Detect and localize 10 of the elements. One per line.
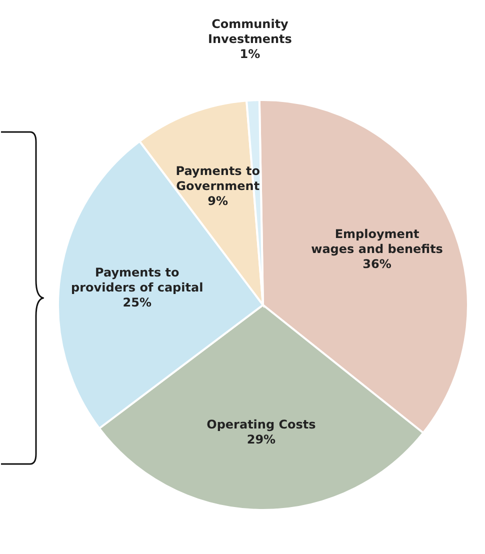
slice-label: Payments to providers of capital [71, 265, 204, 294]
data-label: 1% [240, 46, 260, 61]
data-label: 9% [208, 194, 228, 208]
slice-label: Payments to Government [176, 164, 260, 194]
data-label: 36% [362, 256, 392, 271]
slice-label: Employment wages and benefits [311, 226, 443, 256]
data-label: 29% [246, 432, 276, 447]
data-label: 25% [122, 295, 152, 310]
slice-label: Community Investments [208, 16, 292, 46]
slice-label: Operating Costs [206, 418, 316, 432]
